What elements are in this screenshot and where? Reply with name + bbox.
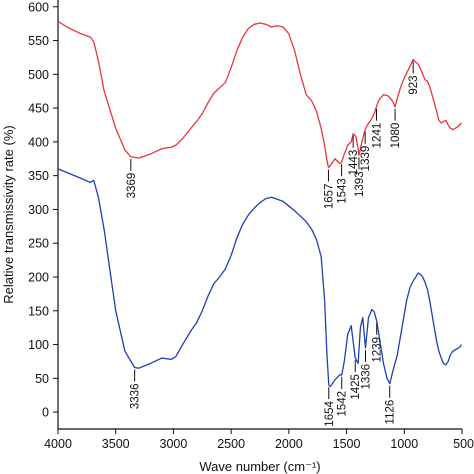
peak-label: 1241 — [371, 123, 383, 149]
peak-label: 1657 — [323, 184, 335, 210]
x-tick-label: 2500 — [217, 437, 245, 451]
y-tick-label: 450 — [28, 102, 49, 116]
x-tick-label: 4000 — [44, 437, 72, 451]
peak-label: 1339 — [360, 146, 372, 172]
peak-label: 1425 — [350, 374, 362, 400]
plot-area — [57, 0, 462, 430]
y-tick-label: 500 — [28, 68, 49, 82]
x-tick-label: 3000 — [160, 437, 188, 451]
peak-label: 1336 — [361, 364, 373, 390]
y-tick-label: 50 — [35, 372, 49, 386]
y-axis-label: Relative transmissivity rate (%) — [1, 125, 16, 303]
series-line-2 — [57, 168, 462, 388]
y-tick-label: 550 — [28, 34, 49, 48]
y-tick-label: 250 — [28, 237, 49, 251]
peak-label: 3336 — [130, 384, 142, 410]
series-line-1 — [57, 21, 462, 169]
x-tick-label: 1000 — [390, 437, 418, 451]
x-tick-label: 2000 — [275, 437, 303, 451]
peak-label: 1126 — [385, 400, 397, 425]
x-tick-label: 500 — [453, 437, 474, 451]
peak-label: 1654 — [324, 400, 336, 426]
y-tick-label: 100 — [28, 338, 49, 352]
x-tick-label: 1500 — [333, 437, 361, 451]
peak-label: 923 — [408, 75, 420, 94]
axis-ticks: 0 50 100 150 200 250 300 350 400 450 500 550 600 4000… — [28, 0, 474, 451]
peak-label: 1239 — [372, 337, 384, 363]
peak-label: 1393 — [354, 171, 366, 197]
y-tick-label: 300 — [28, 203, 49, 217]
y-tick-label: 0 — [42, 406, 49, 420]
y-tick-label: 350 — [28, 169, 49, 183]
x-tick-label: 3500 — [102, 437, 130, 451]
y-tick-label: 150 — [28, 304, 49, 318]
peak-label: 1443 — [348, 150, 360, 176]
series-layer — [57, 21, 462, 388]
y-tick-label: 400 — [28, 135, 49, 149]
peak-label: 1080 — [390, 123, 402, 149]
y-tick-label: 200 — [28, 270, 49, 284]
x-axis-label: Wave number (cm⁻¹) — [199, 459, 320, 474]
y-tick-label: 600 — [28, 0, 49, 14]
peak-label: 1543 — [337, 178, 349, 204]
peak-label: 3369 — [126, 173, 138, 199]
peak-label: 1542 — [337, 391, 349, 417]
